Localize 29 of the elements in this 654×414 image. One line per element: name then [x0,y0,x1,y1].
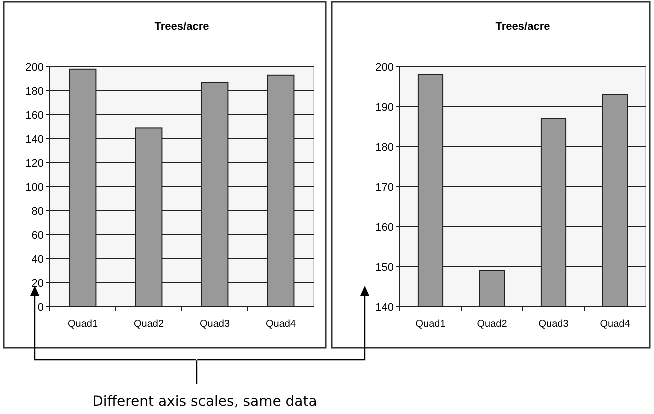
y-tick-label: 160 [376,222,394,234]
y-tick-label: 160 [26,110,44,122]
x-tick-label: Quad4 [600,319,631,330]
y-tick-label: 200 [26,62,44,74]
y-tick-label: 60 [32,230,44,242]
y-tick-label: 180 [376,142,394,154]
x-tick-label: Quad4 [266,319,296,330]
y-tick-label: 180 [26,86,44,98]
text: Different axis scales, same data [92,394,318,410]
x-tick-label: Quad2 [477,319,508,330]
y-tick-label: 140 [376,302,394,314]
y-tick-label: 0 [38,302,44,314]
y-tick-label: 120 [26,158,44,170]
y-tick-label: 140 [26,134,44,146]
y-tick-label: 150 [376,262,394,274]
x-tick-label: Quad1 [416,319,446,330]
chart-title: Trees/acre [154,21,210,33]
y-tick-label: 20 [32,278,44,290]
chart-title: Trees/acre [496,21,550,33]
x-tick-label: Quad2 [134,319,164,330]
y-tick-label: 80 [32,206,44,218]
x-tick-label: Quad3 [538,319,570,330]
y-tick-label: 170 [376,182,394,194]
y-tick-label: 40 [32,254,44,266]
y-tick-label: 100 [26,182,44,194]
x-tick-label: Quad3 [200,319,230,330]
y-tick-label: 200 [376,62,394,74]
y-tick-label: 190 [376,102,394,114]
x-tick-label: Quad1 [68,319,98,330]
